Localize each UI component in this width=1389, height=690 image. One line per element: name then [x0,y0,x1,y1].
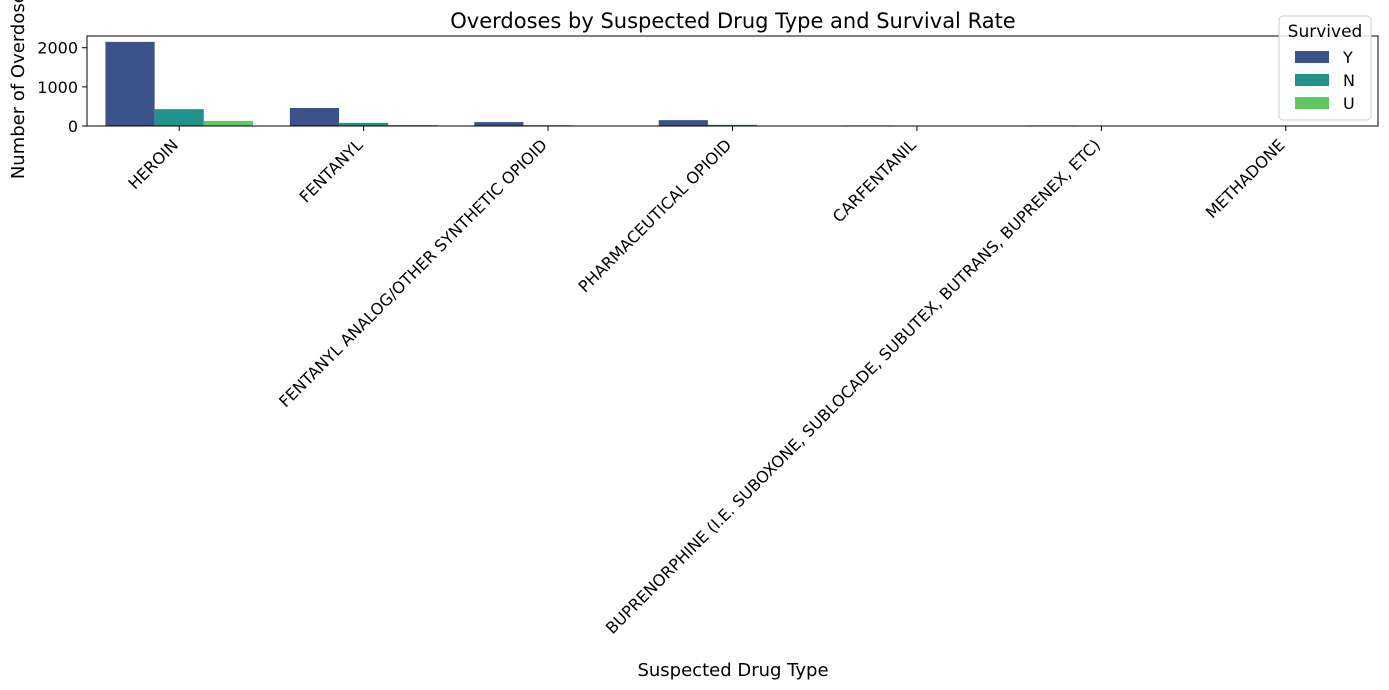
x-tick-label: CARFENTANIL [829,135,920,226]
x-axis-label: Suspected Drug Type [637,660,828,681]
legend-box [1278,15,1372,121]
legend: Survived YNU [1278,15,1372,121]
legend-swatch-Y [1295,51,1329,63]
chart-title: Overdoses by Suspected Drug Type and Sur… [450,9,1015,33]
bar-N-1 [339,122,389,126]
bar-Y-3 [658,120,708,126]
bar-N-0 [154,109,204,126]
bar-U-0 [203,120,253,126]
legend-swatch-N [1295,74,1329,86]
y-axis: 0 1000 2000 [37,39,87,136]
legend-label-U: U [1343,94,1355,113]
bar-Y-1 [289,108,340,126]
bar-Y-2 [474,122,524,126]
legend-title: Survived [1288,22,1363,42]
legend-swatch-U [1295,97,1329,109]
x-tick-label: FENTANYL [295,135,366,206]
y-tick-label: 1000 [37,78,78,97]
legend-label-N: N [1343,71,1355,90]
legend-label-Y: Y [1342,48,1353,67]
x-tick-label: PHARMACEUTICAL OPIOID [575,135,736,296]
bar-Y-0 [105,41,155,126]
y-axis-label: Number of Overdoses [8,0,29,179]
bar-N-3 [707,124,758,126]
plot-area [86,35,1379,127]
y-tick-label: 0 [68,117,78,136]
bar-group [105,41,1311,126]
x-tick-label: METHADONE [1202,135,1289,222]
x-tick-label: HEROIN [124,135,182,193]
y-tick-label: 2000 [37,39,78,58]
